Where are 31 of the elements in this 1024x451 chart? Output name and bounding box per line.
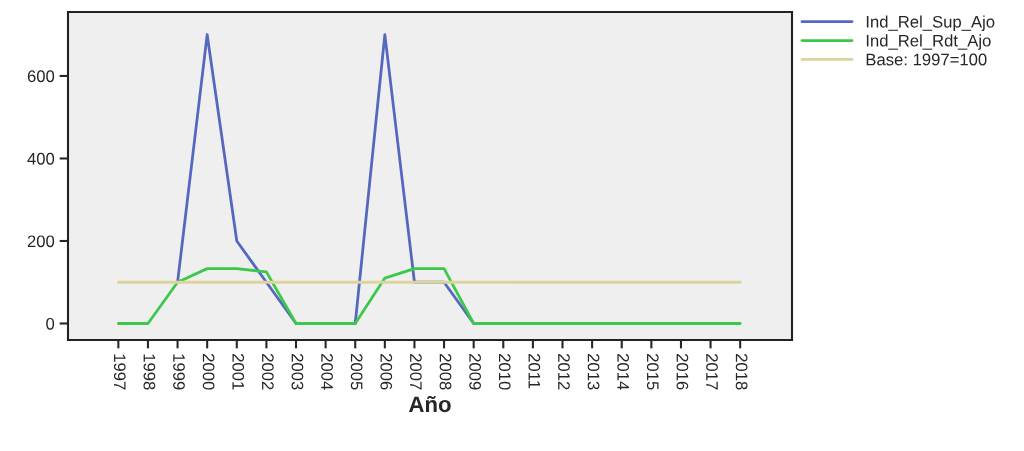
x-tick-label: 2002	[261, 354, 274, 390]
y-tick-label: 200	[27, 235, 55, 248]
x-tick-label: 1999	[173, 354, 185, 390]
x-tick-label: 2017	[706, 354, 718, 390]
x-tick-label: 1998	[143, 354, 156, 390]
legend-label: Base: 1997=100	[866, 53, 987, 66]
x-tick-label: 2003	[291, 354, 304, 390]
x-tick-label: 2009	[469, 354, 482, 390]
x-tick-label: 2012	[558, 354, 570, 390]
x-tick-label: 2011	[528, 354, 541, 389]
x-tick-label: 2001	[232, 354, 245, 390]
legend-label: Ind_Rel_Sup_Ajo	[866, 15, 995, 31]
y-tick-label: 400	[27, 152, 55, 165]
x-tick-label: 2010	[498, 354, 511, 390]
x-tick-label: 2006	[380, 354, 393, 390]
y-tick-label: 0	[46, 317, 55, 330]
legend-label: Ind_Rel_Rdt_Ajo	[866, 34, 991, 50]
x-tick-label: 2008	[439, 354, 452, 390]
x-tick-label: 2005	[350, 354, 363, 390]
x-tick-label: 2015	[646, 354, 659, 390]
x-tick-label: 2016	[676, 354, 689, 390]
x-tick-label: 1997	[113, 354, 126, 390]
x-axis-title: Año	[408, 395, 451, 413]
x-tick-label: 2004	[321, 354, 333, 390]
y-tick-label: 600	[27, 70, 55, 83]
x-tick-label: 2000	[202, 354, 215, 390]
line-series	[116, 267, 742, 325]
x-tick-label: 2014	[617, 354, 630, 390]
x-tick-label: 2013	[587, 354, 600, 390]
x-tick-label: 2007	[409, 354, 422, 390]
x-tick-label: 2018	[735, 354, 748, 390]
